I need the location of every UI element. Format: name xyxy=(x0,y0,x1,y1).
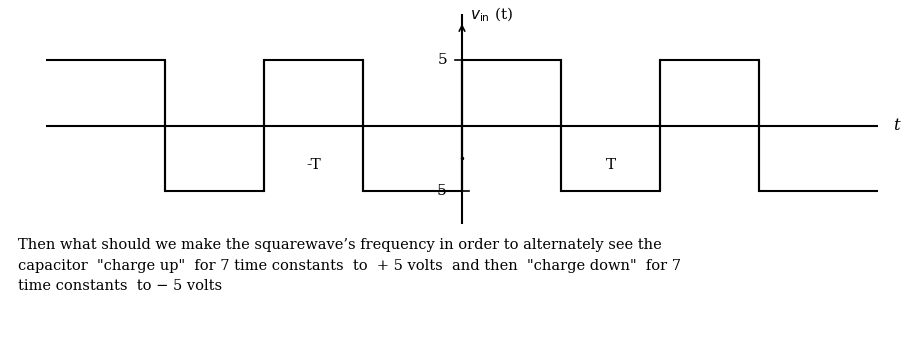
Text: -5: -5 xyxy=(432,184,447,198)
Text: $v_{\rm in}$ (t): $v_{\rm in}$ (t) xyxy=(470,5,513,23)
Text: Then what should we make the squarewave’s frequency in order to alternately see : Then what should we make the squarewave’… xyxy=(18,238,682,293)
Text: t: t xyxy=(893,117,899,134)
Text: 5: 5 xyxy=(438,53,447,67)
Text: -T: -T xyxy=(306,158,321,173)
Text: T: T xyxy=(605,158,615,173)
